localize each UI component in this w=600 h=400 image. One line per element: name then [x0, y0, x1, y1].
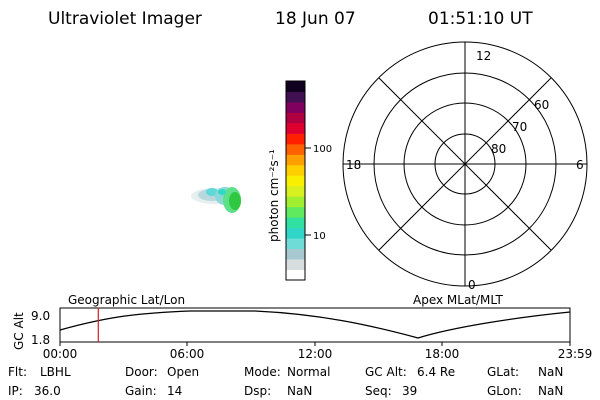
ip-value: 36.0: [34, 384, 61, 398]
y-tick-label-max: 9.0: [31, 309, 50, 323]
gcalt-value: 6.4 Re: [417, 365, 455, 379]
colorbar-tick-label-10: 10: [313, 231, 326, 242]
timeline-axis-label: GC Alt: [12, 312, 26, 350]
mode-value: Normal: [287, 365, 330, 379]
colorbar-band: [286, 133, 305, 145]
timeline-frame: [59, 307, 571, 343]
colorbar-band: [286, 175, 305, 187]
mlt-label-6: 6: [576, 158, 584, 172]
colorbar-band: [286, 154, 305, 166]
colorbar-frame: [285, 80, 306, 281]
colorbar-band: [286, 196, 305, 208]
image-date: 18 Jun 07: [275, 9, 356, 29]
timeline-left-label: Geographic Lat/Lon: [68, 293, 185, 307]
colorbar-band: [286, 122, 305, 134]
colorbar-tick-label-100: 100: [313, 144, 332, 155]
flt-label: Flt:: [8, 365, 27, 379]
seq-value: 39: [402, 384, 417, 398]
lat-label-70: 70: [512, 120, 527, 134]
glon-label: GLon:: [487, 384, 522, 398]
colorbar-band: [286, 81, 305, 92]
status-panel: Flt: LBHL Door: Open Mode: Normal GC Alt…: [8, 365, 563, 398]
x-tick-label-1800: 18:00: [425, 347, 460, 361]
colorbar-bands: [286, 81, 305, 281]
altitude-curve: [59, 310, 571, 339]
flt-value: LBHL: [40, 365, 71, 379]
polar-plot: 12 0 18 6 60 70 80: [342, 41, 588, 292]
x-tick-label-2359: 23:59: [558, 347, 593, 361]
lat-label-80: 80: [491, 142, 506, 156]
gcalt-label: GC Alt:: [365, 365, 407, 379]
colorbar-band: [286, 269, 305, 281]
colorbar: 100 10 photon cm⁻²s⁻¹: [267, 80, 332, 281]
seq-label: Seq:: [365, 384, 392, 398]
y-tick-label-min: 1.8: [31, 333, 50, 347]
mode-label: Mode:: [244, 365, 281, 379]
image-time: 01:51:10 UT: [428, 9, 533, 29]
colorbar-band: [286, 227, 305, 239]
colorbar-band: [286, 217, 305, 229]
ip-label: IP:: [8, 384, 23, 398]
orbit-timeline: Geographic Lat/Lon Apex MLat/MLT GC Alt …: [12, 293, 592, 361]
colorbar-band: [286, 259, 305, 271]
x-tick-label-1200: 12:00: [298, 347, 333, 361]
dsp-value: NaN: [287, 384, 312, 398]
mlt-label-12: 12: [476, 49, 491, 63]
colorbar-band: [286, 164, 305, 176]
colorbar-band: [286, 248, 305, 260]
polar-diagonal-2: [378, 77, 552, 251]
mlt-label-0: 0: [468, 278, 476, 292]
dsp-label: Dsp:: [244, 384, 271, 398]
colorbar-band: [286, 91, 305, 103]
colorbar-band: [286, 238, 305, 250]
timeline-right-label: Apex MLat/MLT: [413, 293, 503, 307]
glat-value: NaN: [538, 365, 563, 379]
gain-value: 14: [167, 384, 182, 398]
colorbar-band: [286, 185, 305, 197]
door-label: Door:: [125, 365, 158, 379]
x-tick-label-0000: 00:00: [43, 347, 78, 361]
gain-label: Gain:: [125, 384, 157, 398]
x-tick-label-0600: 06:00: [170, 347, 205, 361]
mlt-label-18: 18: [346, 158, 361, 172]
door-value: Open: [167, 365, 199, 379]
colorbar-band: [286, 143, 305, 155]
colorbar-band: [286, 101, 305, 113]
glat-label: GLat:: [487, 365, 519, 379]
colorbar-band: [286, 112, 305, 124]
colorbar-label: photon cm⁻²s⁻¹: [267, 149, 281, 242]
aurora-image: [191, 187, 241, 213]
glon-value: NaN: [538, 384, 563, 398]
instrument-title: Ultraviolet Imager: [48, 9, 202, 29]
colorbar-band: [286, 206, 305, 218]
lat-label-60: 60: [534, 98, 549, 112]
